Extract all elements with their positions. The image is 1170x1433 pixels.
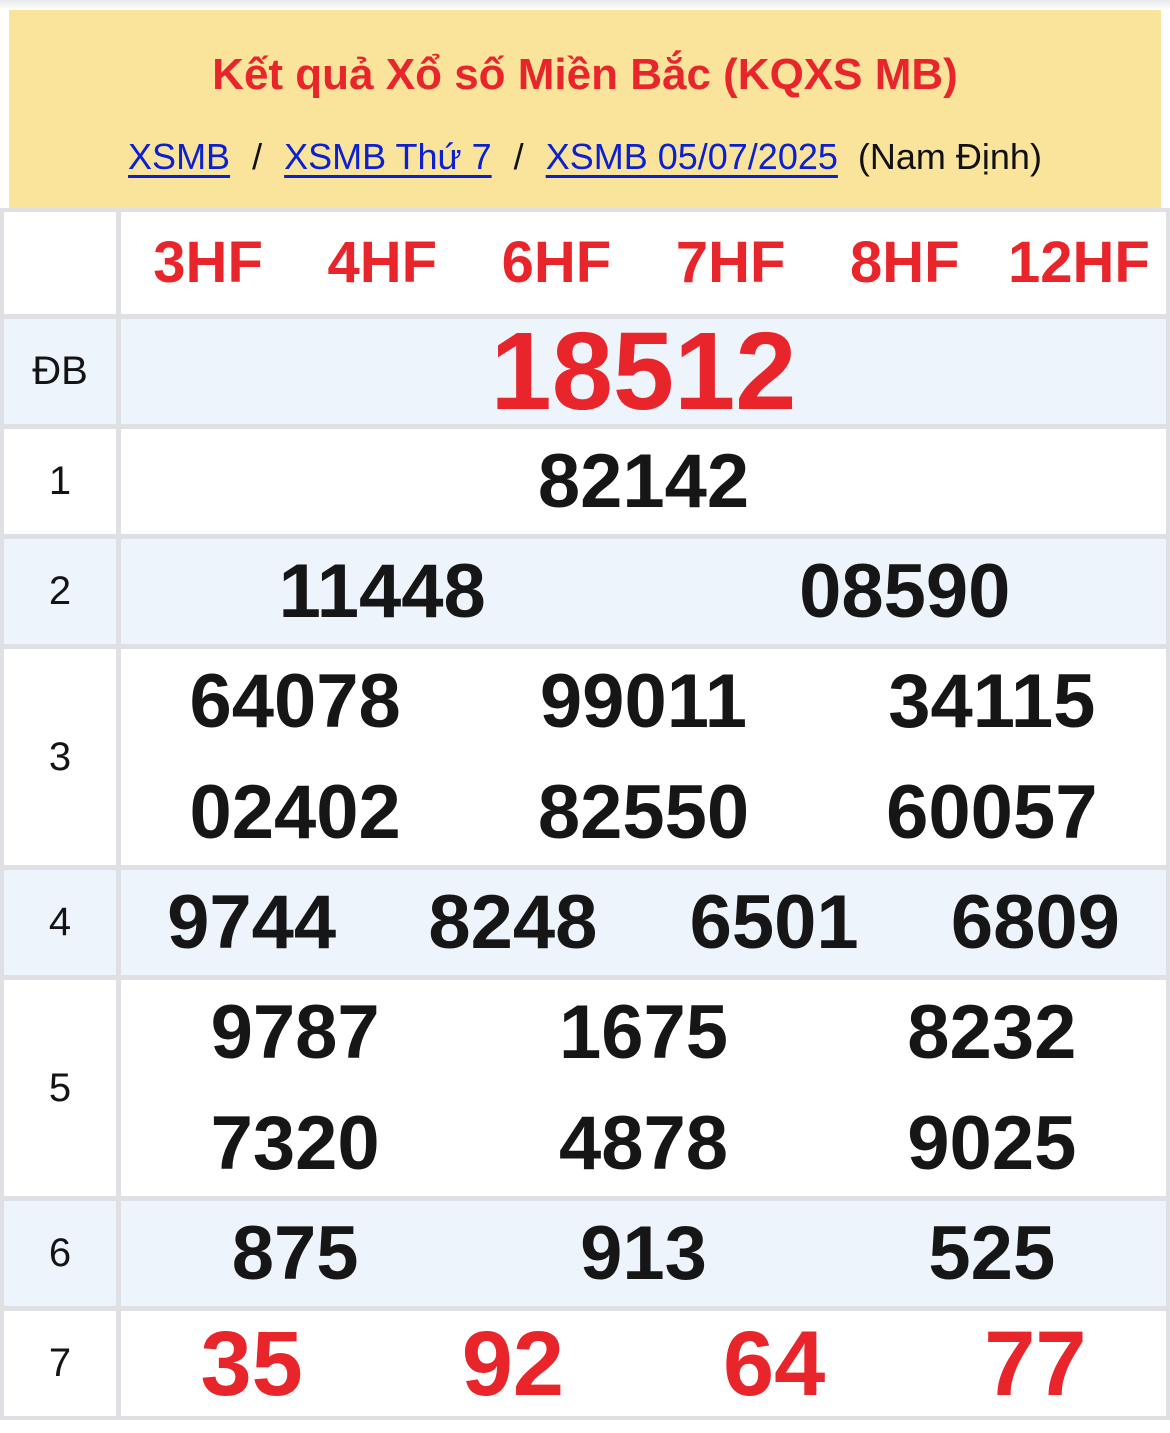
prize-row-2: 2 11448 08590 [4, 539, 1166, 644]
prize-number: 9787 [210, 989, 380, 1075]
breadcrumb-link-xsmb[interactable]: XSMB [128, 136, 231, 177]
breadcrumb-link-xsmb-thu-7[interactable]: XSMB Thứ 7 [284, 136, 492, 177]
prize-line: 7320 4878 9025 [121, 1091, 1166, 1196]
prize-number: 64 [722, 1312, 826, 1415]
top-shadow-strip [0, 0, 1170, 10]
column-header-3hf: 3HF [153, 230, 263, 295]
breadcrumb-region: (Nam Định) [857, 136, 1042, 177]
prize-row-values: 11448 08590 [121, 539, 1166, 644]
column-headers-line: 3HF 4HF 6HF 7HF 8HF 12HF [121, 212, 1166, 314]
breadcrumb-separator: / [513, 136, 524, 177]
prize-number: 02402 [189, 769, 401, 855]
prize-line: 02402 82550 60057 [121, 760, 1166, 865]
prize-number: 8232 [907, 989, 1077, 1075]
prize-number: 4878 [558, 1100, 729, 1186]
prize-row-values: 875 913 525 [121, 1201, 1166, 1306]
prize-line: 9744 8248 6501 6809 [121, 870, 1166, 975]
prize-row-5: 5 9787 1675 8232 7320 4878 9025 [4, 980, 1166, 1196]
prize-number: 11448 [278, 548, 486, 634]
breadcrumb-link-xsmb-date[interactable]: XSMB 05/07/2025 [545, 136, 838, 177]
breadcrumb-separator: / [252, 136, 263, 177]
prize-number: 1675 [558, 989, 729, 1075]
page-title: Kết quả Xổ số Miền Bắc (KQXS MB) [212, 50, 958, 99]
prize-number: 6809 [950, 879, 1120, 965]
prize-row-label: 7 [4, 1311, 116, 1416]
prize-number: 60057 [886, 769, 1098, 855]
prize-line: 875 913 525 [121, 1201, 1166, 1306]
prize-row-values: 18512 [121, 309, 1166, 433]
prize-number: 8248 [428, 879, 598, 965]
prize-row-values: 9744 8248 6501 6809 [121, 870, 1166, 975]
prize-line: 35 92 64 77 [121, 1311, 1166, 1416]
prize-row-6: 6 875 913 525 [4, 1201, 1166, 1306]
table-header-empty-cell [4, 212, 116, 314]
prize-number: 7320 [210, 1100, 380, 1186]
column-header-6hf: 6HF [501, 230, 612, 295]
prize-row-label: 1 [4, 429, 116, 534]
prize-row-1: 1 82142 [4, 429, 1166, 534]
prize-row-db: ĐB 18512 [4, 309, 1166, 433]
prize-row-label: 4 [4, 870, 116, 975]
prize-number: 6501 [689, 879, 859, 965]
prize-line: 82142 [121, 429, 1166, 534]
prize-row-values: 35 92 64 77 [121, 1311, 1166, 1416]
column-header-7hf: 7HF [675, 230, 786, 295]
prize-row-values: 9787 1675 8232 7320 4878 9025 [121, 980, 1166, 1196]
prize-number: 9025 [907, 1100, 1077, 1186]
prize-number: 18512 [490, 309, 797, 433]
prize-row-label: 3 [4, 649, 116, 865]
column-header-12hf: 12HF [1008, 230, 1150, 295]
prize-number: 64078 [189, 658, 401, 744]
header-banner: Kết quả Xổ số Miền Bắc (KQXS MB) XSMB / … [9, 10, 1161, 208]
prize-row-4: 4 9744 8248 6501 6809 [4, 870, 1166, 975]
prize-line: 11448 08590 [121, 539, 1166, 644]
table-header-row: 3HF 4HF 6HF 7HF 8HF 12HF [4, 212, 1166, 314]
prize-number: 913 [580, 1210, 707, 1296]
prize-line: 18512 [121, 309, 1166, 433]
prize-line: 64078 99011 34115 [121, 649, 1166, 754]
prize-number: 9744 [167, 879, 337, 965]
prize-number: 08590 [799, 548, 1011, 634]
prize-row-label: 2 [4, 539, 116, 644]
prize-number: 77 [984, 1312, 1087, 1415]
prize-number: 525 [928, 1210, 1056, 1296]
prize-number: 82142 [537, 438, 750, 524]
column-header-8hf: 8HF [849, 230, 960, 295]
prize-number: 35 [200, 1312, 303, 1415]
prize-number: 82550 [537, 769, 750, 855]
prize-number: 92 [461, 1312, 565, 1415]
prize-row-values: 64078 99011 34115 02402 82550 60057 [121, 649, 1166, 865]
prize-row-3: 3 64078 99011 34115 02402 82550 60057 [4, 649, 1166, 865]
prize-row-values: 82142 [121, 429, 1166, 534]
prize-number: 34115 [888, 658, 1096, 744]
table-header-cells: 3HF 4HF 6HF 7HF 8HF 12HF [121, 212, 1166, 314]
prize-row-label: 5 [4, 980, 116, 1196]
prize-row-label: 6 [4, 1201, 116, 1306]
prize-number: 99011 [539, 658, 748, 744]
breadcrumb: XSMB / XSMB Thứ 7 / XSMB 05/07/2025 (Nam… [128, 135, 1042, 179]
prize-line: 9787 1675 8232 [121, 980, 1166, 1085]
results-table: 3HF 4HF 6HF 7HF 8HF 12HF ĐB 18512 1 82142 2 11448 0… [0, 208, 1170, 1420]
column-header-4hf: 4HF [327, 230, 438, 295]
prize-number: 875 [231, 1210, 359, 1296]
prize-row-7: 7 35 92 64 77 [4, 1311, 1166, 1416]
prize-row-label: ĐB [4, 319, 116, 424]
